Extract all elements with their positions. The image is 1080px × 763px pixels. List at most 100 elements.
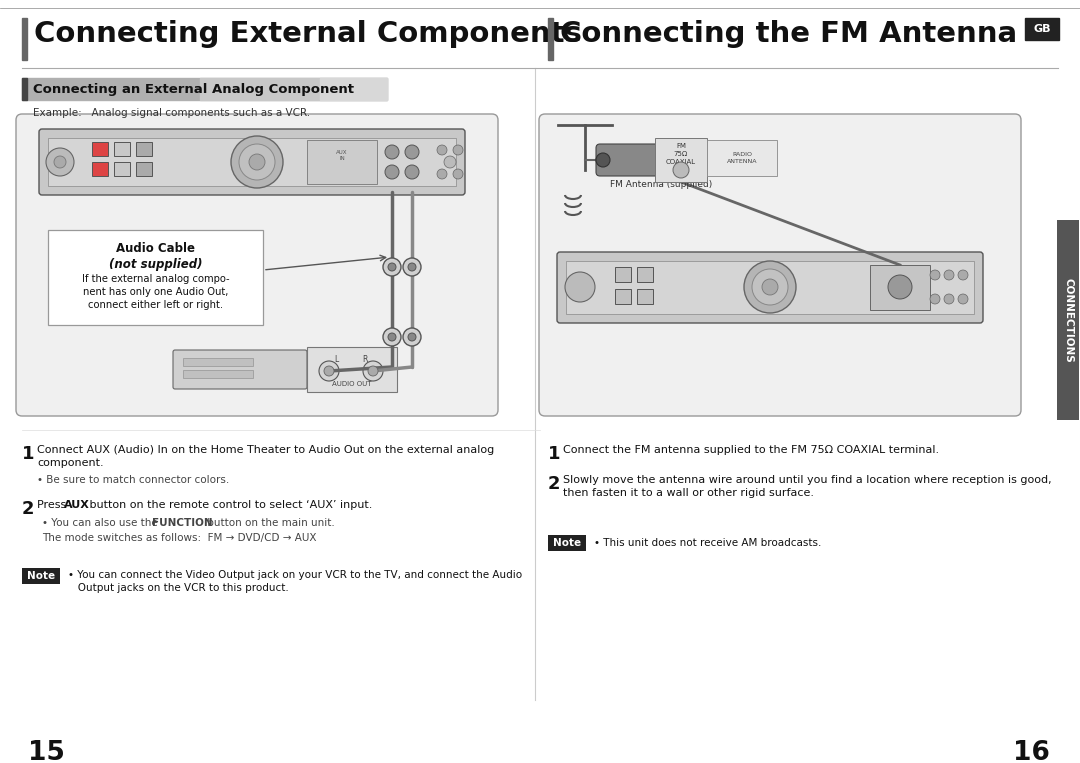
Bar (566, 261, 974, 314)
Text: 16: 16 (1013, 740, 1050, 763)
Circle shape (384, 145, 399, 159)
Bar (548, 18, 553, 60)
Text: • Be sure to match connector colors.: • Be sure to match connector colors. (37, 475, 229, 485)
Circle shape (384, 165, 399, 179)
Bar (320, 78, 387, 100)
Circle shape (408, 263, 416, 271)
FancyBboxPatch shape (173, 350, 307, 389)
Circle shape (383, 328, 401, 346)
Text: (not supplied): (not supplied) (109, 258, 202, 271)
Circle shape (944, 270, 954, 280)
Circle shape (888, 275, 912, 299)
Text: L          R: L R (335, 355, 368, 364)
Circle shape (408, 333, 416, 341)
FancyBboxPatch shape (16, 114, 498, 416)
Circle shape (388, 333, 396, 341)
Circle shape (752, 269, 788, 305)
Circle shape (403, 328, 421, 346)
Circle shape (565, 272, 595, 302)
Circle shape (958, 270, 968, 280)
Bar (22, 78, 27, 100)
Circle shape (383, 258, 401, 276)
Text: Example:   Analog signal components such as a VCR.: Example: Analog signal components such a… (33, 108, 310, 118)
Bar (548, 535, 586, 551)
Text: FUNCTION: FUNCTION (152, 518, 213, 528)
Bar (22, 78, 387, 100)
Text: Connecting an External Analog Component: Connecting an External Analog Component (33, 82, 354, 95)
Text: If the external analog compo-
nent has only one Audio Out,
connect either left o: If the external analog compo- nent has o… (82, 274, 229, 311)
FancyBboxPatch shape (707, 140, 777, 176)
Text: 1: 1 (22, 445, 35, 463)
Text: Note: Note (553, 538, 581, 548)
Text: CONNECTIONS: CONNECTIONS (1063, 278, 1074, 362)
Bar (307, 140, 377, 184)
Circle shape (437, 145, 447, 155)
Circle shape (673, 162, 689, 178)
Circle shape (46, 148, 75, 176)
Bar (48, 138, 456, 186)
Text: Slowly move the antenna wire around until you find a location where reception is: Slowly move the antenna wire around unti… (563, 475, 1052, 498)
Circle shape (388, 263, 396, 271)
Text: AUDIO OUT: AUDIO OUT (333, 381, 372, 387)
Text: Press: Press (37, 500, 70, 510)
Circle shape (363, 361, 383, 381)
Circle shape (403, 258, 421, 276)
Circle shape (596, 153, 610, 167)
FancyBboxPatch shape (39, 129, 465, 195)
FancyBboxPatch shape (654, 138, 707, 182)
Text: 15: 15 (28, 740, 65, 763)
Circle shape (453, 169, 463, 179)
Circle shape (453, 145, 463, 155)
FancyBboxPatch shape (870, 265, 930, 310)
Circle shape (944, 294, 954, 304)
Circle shape (249, 154, 265, 170)
Text: Audio Cable: Audio Cable (116, 242, 195, 255)
Circle shape (368, 366, 378, 376)
Circle shape (231, 136, 283, 188)
Text: RADIO
ANTENNA: RADIO ANTENNA (727, 153, 757, 163)
Bar (22, 18, 27, 60)
Text: FM
75Ω
COAXIAL: FM 75Ω COAXIAL (666, 143, 697, 165)
Text: Note: Note (27, 571, 55, 581)
Circle shape (744, 261, 796, 313)
Circle shape (762, 279, 778, 295)
Bar (183, 370, 253, 378)
Circle shape (437, 169, 447, 179)
Circle shape (54, 156, 66, 168)
Text: button on the remote control to select ‘AUX’ input.: button on the remote control to select ‘… (86, 500, 373, 510)
Circle shape (324, 366, 334, 376)
Text: AUX: AUX (64, 500, 90, 510)
Text: 2: 2 (22, 500, 35, 518)
FancyBboxPatch shape (136, 162, 152, 176)
Text: 2: 2 (548, 475, 561, 493)
Circle shape (958, 294, 968, 304)
Circle shape (239, 144, 275, 180)
Text: • You can also use the: • You can also use the (42, 518, 161, 528)
FancyBboxPatch shape (114, 142, 130, 156)
Text: FM Antenna (supplied): FM Antenna (supplied) (610, 180, 712, 189)
Circle shape (930, 294, 940, 304)
Text: Connect AUX (Audio) In on the Home Theater to Audio Out on the external analog
c: Connect AUX (Audio) In on the Home Theat… (37, 445, 495, 468)
FancyBboxPatch shape (557, 252, 983, 323)
Text: Connecting the FM Antenna: Connecting the FM Antenna (561, 20, 1017, 48)
Circle shape (405, 165, 419, 179)
Circle shape (444, 156, 456, 168)
Text: • This unit does not receive AM broadcasts.: • This unit does not receive AM broadcas… (594, 538, 822, 548)
Text: Connect the FM antenna supplied to the FM 75Ω COAXIAL terminal.: Connect the FM antenna supplied to the F… (563, 445, 940, 455)
Text: GB: GB (1034, 24, 1051, 34)
FancyBboxPatch shape (1025, 18, 1059, 40)
FancyBboxPatch shape (114, 162, 130, 176)
FancyBboxPatch shape (92, 142, 108, 156)
Circle shape (405, 145, 419, 159)
FancyBboxPatch shape (615, 289, 631, 304)
FancyBboxPatch shape (307, 347, 397, 392)
Text: Connecting External Components: Connecting External Components (33, 20, 582, 48)
Bar (200, 78, 387, 100)
Text: AUX
IN: AUX IN (336, 150, 348, 161)
FancyBboxPatch shape (637, 289, 653, 304)
FancyBboxPatch shape (48, 230, 264, 325)
Text: button on the main unit.: button on the main unit. (204, 518, 335, 528)
FancyBboxPatch shape (539, 114, 1021, 416)
Bar (183, 358, 253, 366)
Text: The mode switches as follows:  FM → DVD/CD → AUX: The mode switches as follows: FM → DVD/C… (42, 533, 316, 543)
